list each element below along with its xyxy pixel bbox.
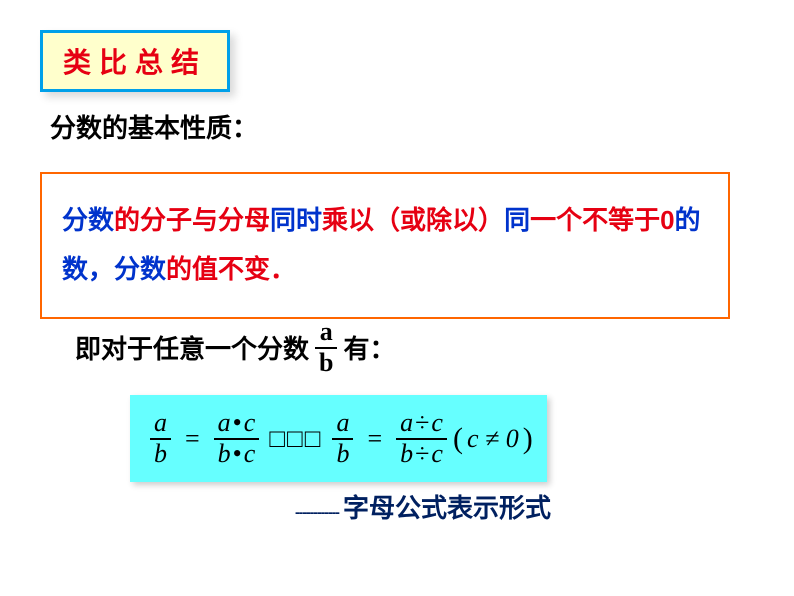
rule-t1: 分数 bbox=[62, 205, 114, 235]
f4na: a bbox=[400, 408, 413, 437]
f1n: a bbox=[150, 409, 171, 438]
eq1: = bbox=[185, 424, 200, 454]
condition: c ≠ 0 bbox=[467, 424, 519, 454]
eq2: = bbox=[367, 424, 382, 454]
caption-text: 字母公式表示形式 bbox=[343, 488, 551, 525]
frac-num: a bbox=[316, 318, 337, 347]
rule-t6: 一个不等于0 bbox=[530, 205, 674, 235]
f4dop: ÷ bbox=[415, 439, 429, 468]
placeholder: □□□ bbox=[269, 424, 322, 454]
f4nc: c bbox=[431, 408, 443, 437]
rule-t5: 同 bbox=[504, 205, 530, 235]
f2na: a bbox=[218, 408, 231, 437]
line2-before: 即对于任意一个分数 bbox=[75, 329, 309, 366]
frac-1: a b bbox=[150, 409, 171, 468]
frac-4: a÷c b÷c bbox=[396, 409, 447, 468]
f4da: b bbox=[400, 439, 413, 468]
subtitle: 分数的基本性质： bbox=[50, 108, 258, 145]
f1d: b bbox=[150, 440, 171, 469]
f2d: b•c bbox=[214, 440, 260, 469]
f2da: b bbox=[218, 439, 231, 468]
f2nop: • bbox=[233, 408, 242, 437]
rparen: ) bbox=[523, 422, 533, 456]
caption: ------------ 字母公式表示形式 bbox=[295, 488, 551, 525]
lparen: ( bbox=[453, 422, 463, 456]
f2dc: c bbox=[244, 439, 256, 468]
rule-t3: 同时 bbox=[270, 205, 322, 235]
f4dc: c bbox=[431, 439, 443, 468]
line2-after: 有： bbox=[343, 329, 395, 366]
frac-3: a b bbox=[332, 409, 353, 468]
rule-t4: 乘以（或除以） bbox=[322, 205, 504, 235]
title-box: 类比总结 bbox=[40, 30, 230, 92]
f4nop: ÷ bbox=[415, 408, 429, 437]
frac-2: a•c b•c bbox=[214, 409, 260, 468]
title-text: 类比总结 bbox=[63, 47, 207, 78]
f3n: a bbox=[332, 409, 353, 438]
f3d: b bbox=[332, 440, 353, 469]
fraction-ab: a b bbox=[315, 318, 337, 377]
formula-box: a b = a•c b•c □□□ a b = a÷c b÷c ( c ≠ 0 … bbox=[130, 395, 547, 482]
f4n: a÷c bbox=[396, 409, 447, 438]
rule-t8: 的值不变． bbox=[166, 254, 296, 284]
f2nc: c bbox=[244, 408, 256, 437]
f2dop: • bbox=[233, 439, 242, 468]
f4d: b÷c bbox=[396, 440, 447, 469]
rule-box: 分数的分子与分母同时乘以（或除以）同一个不等于0的数，分数的值不变． bbox=[40, 172, 730, 319]
frac-den: b bbox=[315, 349, 337, 378]
rule-t2: 的分子与分母 bbox=[114, 205, 270, 235]
f2n: a•c bbox=[214, 409, 260, 438]
caption-dashes: ------------ bbox=[295, 504, 339, 520]
line2: 即对于任意一个分数 a b 有： bbox=[75, 318, 396, 377]
